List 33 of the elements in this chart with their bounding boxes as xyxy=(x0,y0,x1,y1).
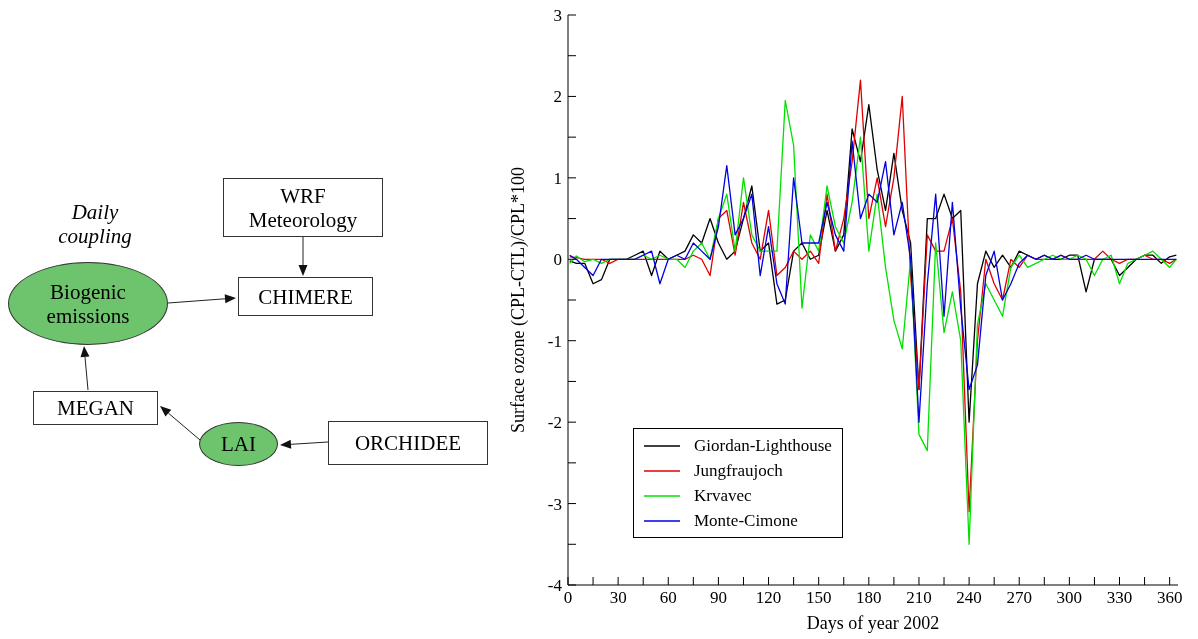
x-axis-title: Days of year 2002 xyxy=(806,613,940,633)
x-tick-label: 30 xyxy=(609,588,627,608)
text: Daily coupling xyxy=(57,200,133,248)
x-tick-label: 150 xyxy=(805,588,832,608)
x-tick-label: 120 xyxy=(755,588,782,608)
x-tick-label: 180 xyxy=(856,588,882,608)
y-tick-label: -1 xyxy=(547,331,562,351)
y-tick-label: 3 xyxy=(553,6,562,26)
legend-label: Krvavec xyxy=(694,485,752,506)
x-tick-label: 210 xyxy=(906,588,932,608)
x-tick-label: 360 xyxy=(1156,588,1183,608)
text: WRF Meteorology xyxy=(247,183,359,232)
text: Biogenic emissions xyxy=(45,279,131,328)
legend-label: Monte-Cimone xyxy=(694,510,798,531)
text: LAI xyxy=(221,432,256,456)
legend-label: Giordan-Lighthouse xyxy=(694,435,832,456)
text: CHIMERE xyxy=(258,284,353,309)
y-axis-title: Surface ozone (CPL-CTL)/CPL*100 xyxy=(508,167,530,433)
x-tick-label: 300 xyxy=(1056,588,1083,608)
x-tick-label: 90 xyxy=(709,588,727,608)
y-tick-label: -3 xyxy=(547,494,562,514)
text: MEGAN xyxy=(57,396,134,420)
y-tick-label: -2 xyxy=(547,413,562,433)
y-tick-label: 1 xyxy=(553,168,562,188)
legend-label: Jungfraujoch xyxy=(694,460,783,481)
y-tick-label: 2 xyxy=(553,87,562,107)
text: ORCHIDEE xyxy=(354,431,462,455)
x-tick-label: 240 xyxy=(956,588,982,608)
y-tick-label: -4 xyxy=(547,576,563,596)
y-tick-label: 0 xyxy=(553,250,562,270)
x-tick-label: 330 xyxy=(1106,588,1133,608)
x-tick-label: 60 xyxy=(659,588,677,608)
x-tick-label: 270 xyxy=(1006,588,1032,608)
